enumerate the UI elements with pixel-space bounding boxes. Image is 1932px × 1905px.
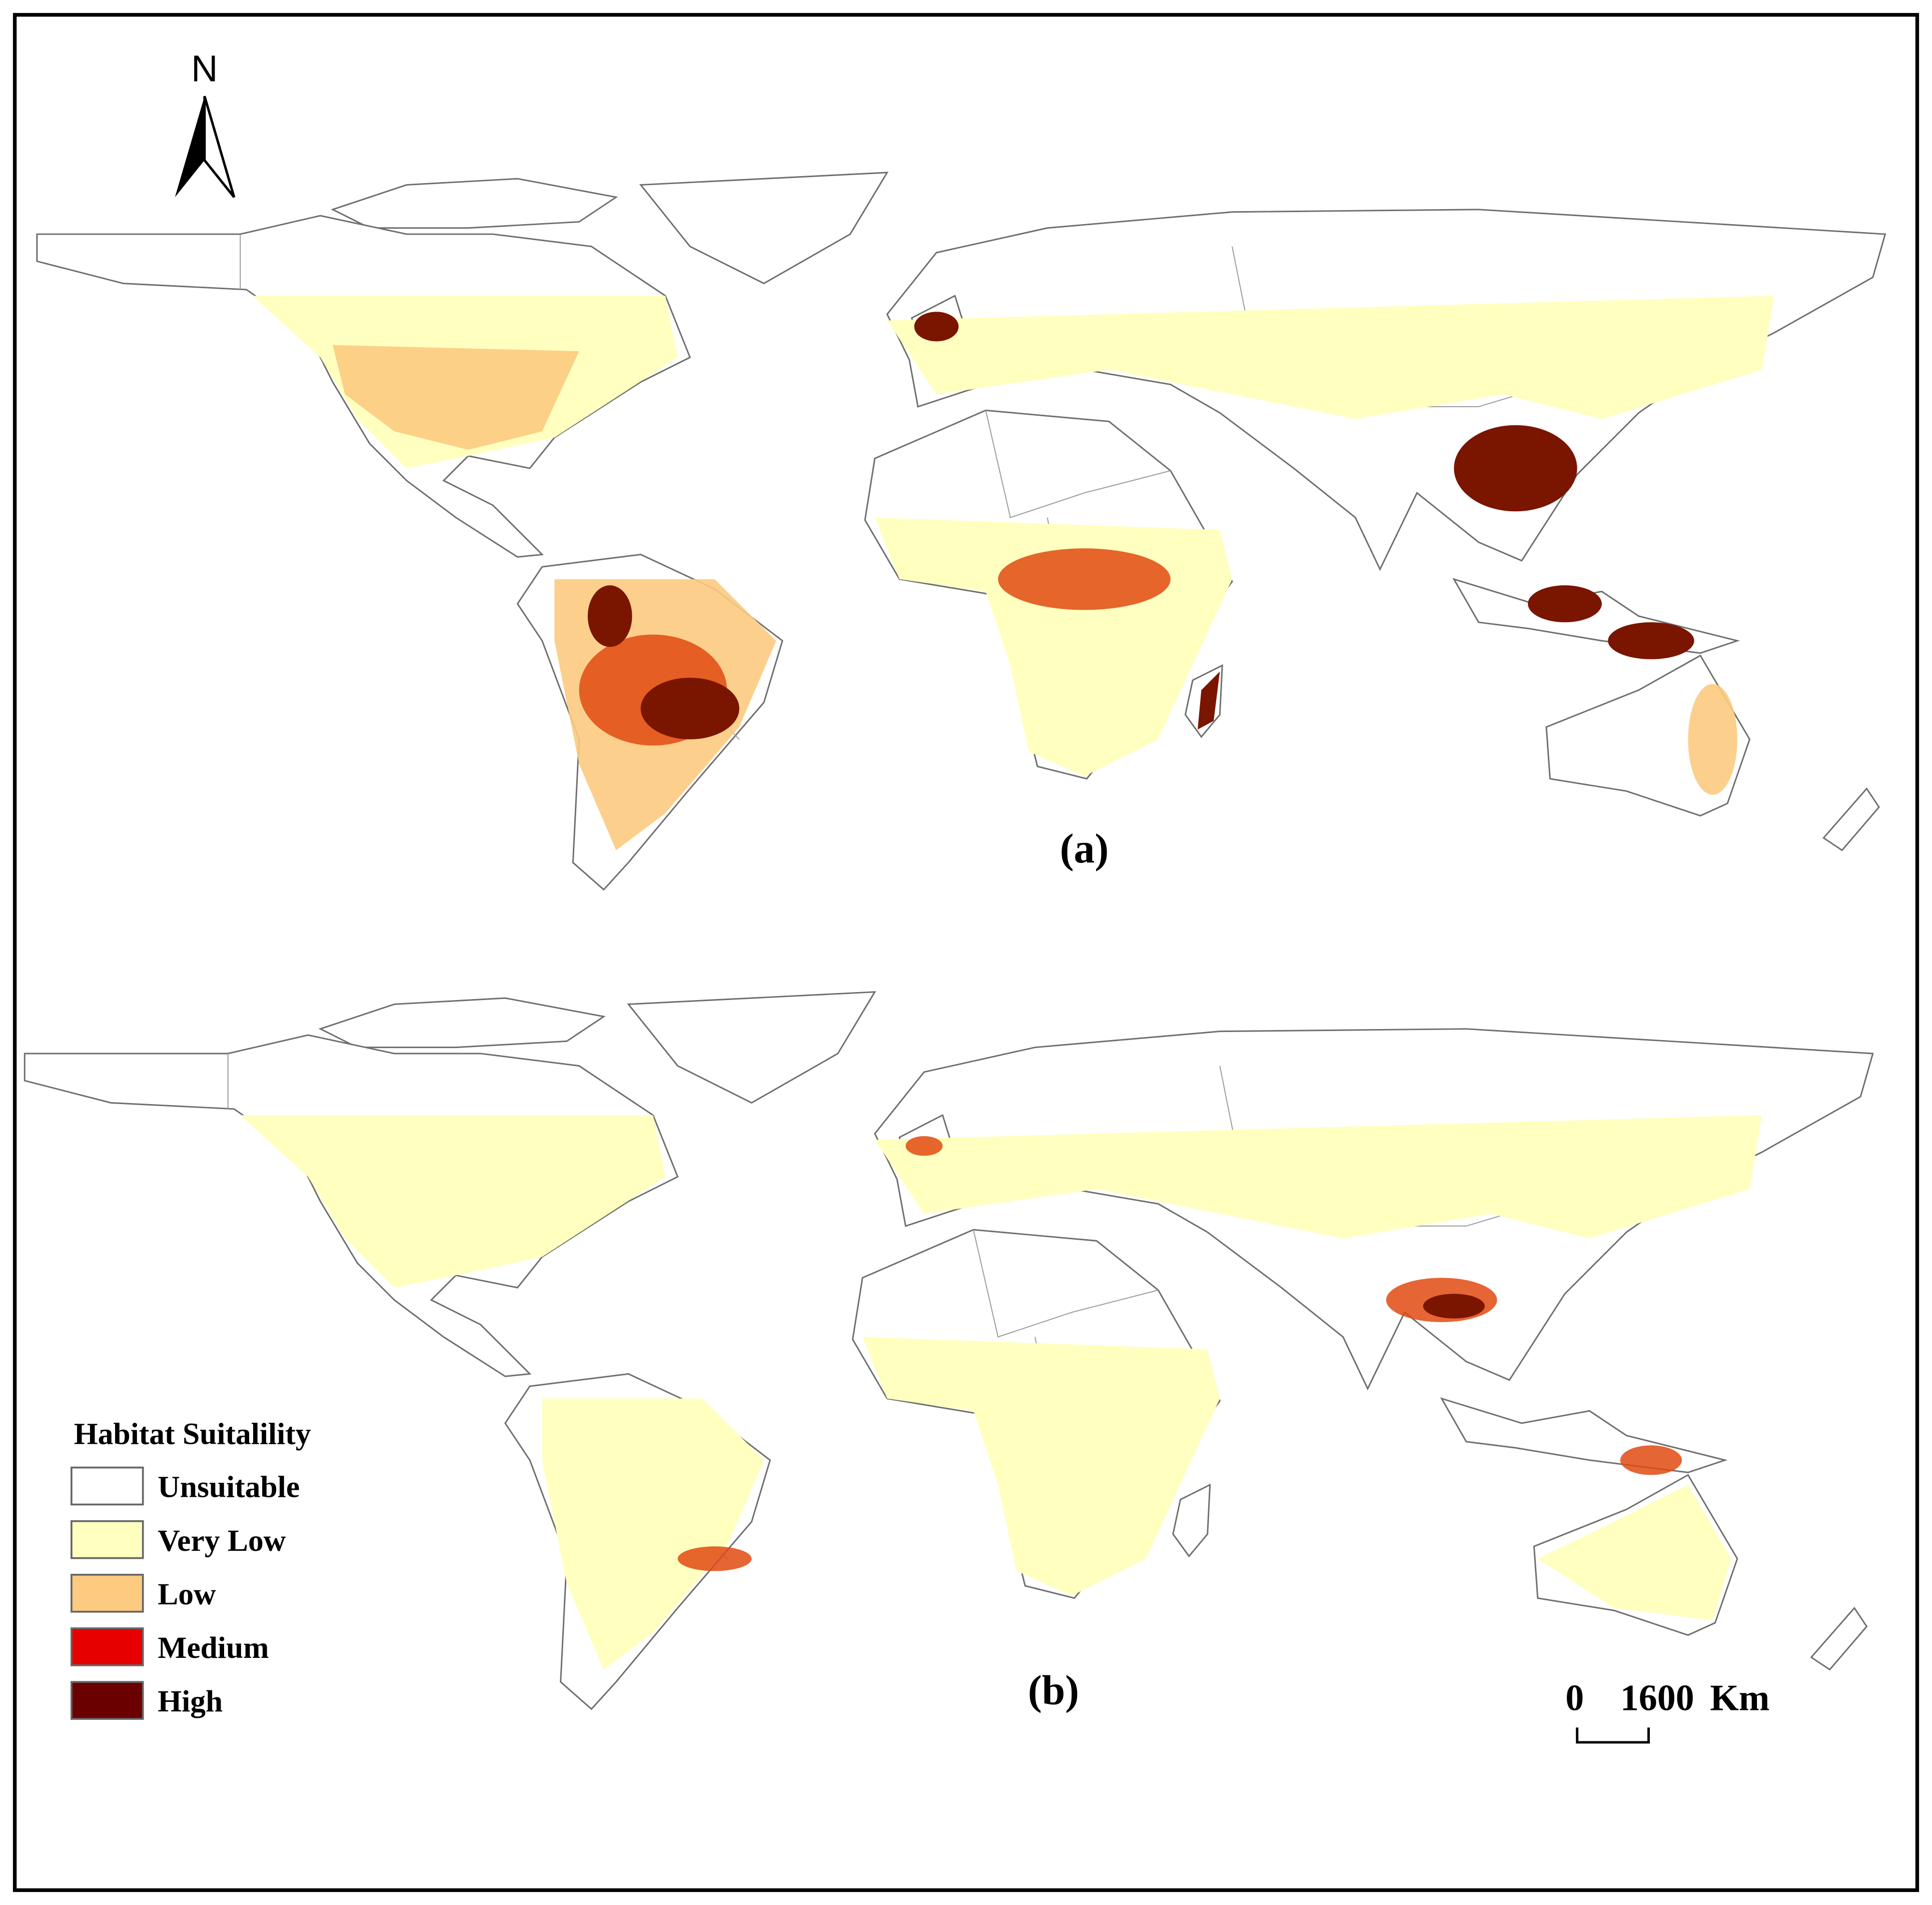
north-label: N — [191, 48, 218, 89]
legend-label: Very Low — [158, 1524, 286, 1558]
scale-end: 1600 — [1620, 1677, 1694, 1718]
legend-label: Medium — [158, 1631, 269, 1665]
scale-unit: Km — [1710, 1677, 1769, 1718]
legend-title: Habitat Suitalility — [74, 1417, 311, 1451]
legend: Habitat Suitalility Unsuitable Very Low Lo… — [71, 1417, 311, 1720]
scale-start: 0 — [1565, 1677, 1584, 1718]
legend-swatch — [71, 1466, 144, 1506]
legend-label: Low — [158, 1577, 216, 1611]
legend-label: Unsuitable — [158, 1470, 300, 1504]
map-a: (a) — [36, 172, 1886, 890]
scale-bar: 0 1600 Km — [1565, 1677, 1769, 1744]
legend-swatch — [71, 1573, 144, 1613]
legend-label: High — [158, 1684, 223, 1718]
panel-label: (b) — [1028, 1667, 1079, 1713]
map-b: (b) — [24, 991, 1874, 1713]
legend-swatch — [71, 1681, 144, 1720]
legend-swatch — [71, 1520, 144, 1559]
panel-label: (a) — [1060, 825, 1109, 872]
legend-swatch — [71, 1627, 144, 1666]
